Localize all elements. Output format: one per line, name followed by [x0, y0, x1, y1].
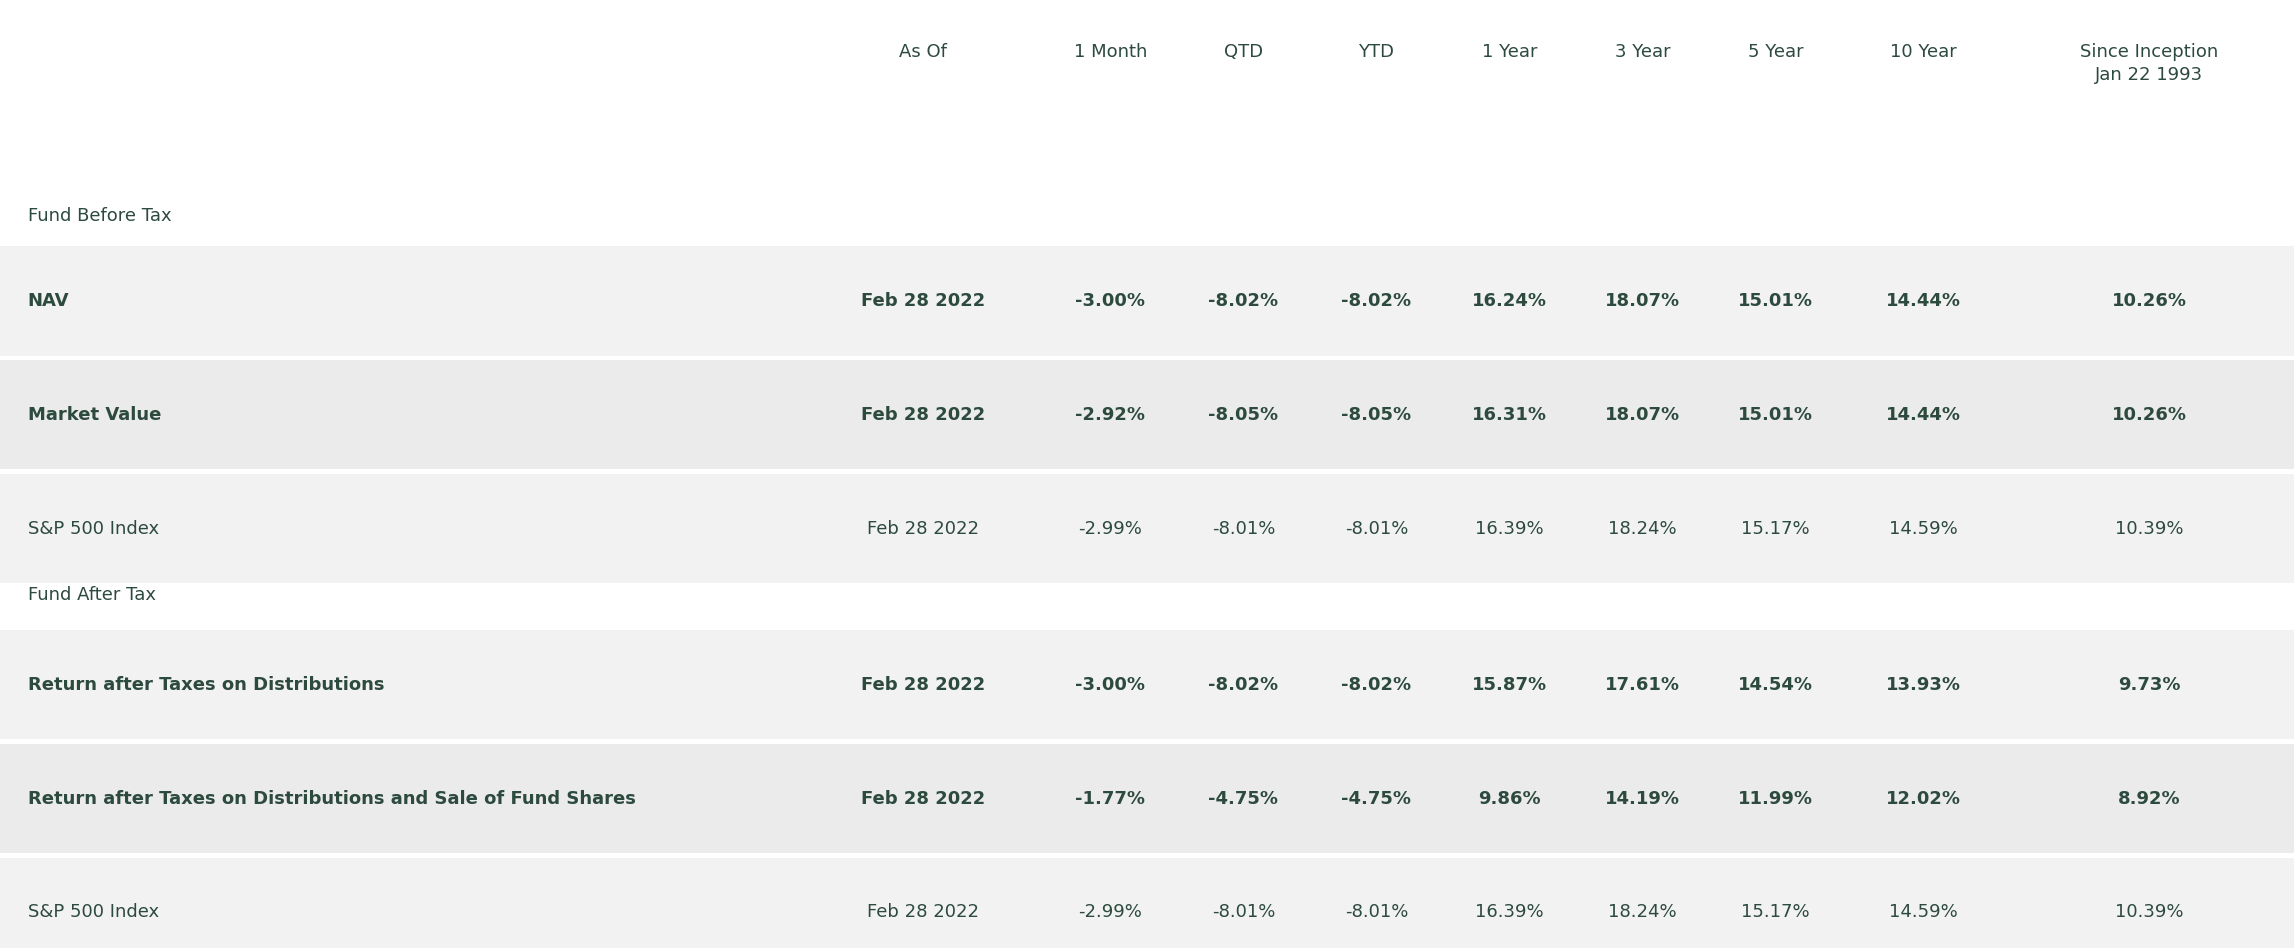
- Text: 15.01%: 15.01%: [1739, 292, 1812, 310]
- Text: 5 Year: 5 Year: [1748, 43, 1803, 61]
- Text: 10.39%: 10.39%: [2115, 903, 2184, 921]
- Text: Feb 28 2022: Feb 28 2022: [860, 292, 986, 310]
- Text: 13.93%: 13.93%: [1886, 676, 1961, 694]
- Text: Fund After Tax: Fund After Tax: [28, 586, 156, 604]
- Text: 15.87%: 15.87%: [1473, 676, 1546, 694]
- Bar: [0, 246, 2294, 356]
- Text: 1 Year: 1 Year: [1482, 43, 1537, 61]
- Bar: [0, 858, 2294, 948]
- Text: 14.59%: 14.59%: [1890, 903, 1957, 921]
- Text: Feb 28 2022: Feb 28 2022: [867, 520, 980, 538]
- Text: -8.01%: -8.01%: [1344, 520, 1409, 538]
- Text: -8.02%: -8.02%: [1209, 676, 1278, 694]
- Text: 15.01%: 15.01%: [1739, 406, 1812, 424]
- Text: -8.05%: -8.05%: [1342, 406, 1411, 424]
- Text: -4.75%: -4.75%: [1209, 790, 1278, 808]
- Bar: [0, 630, 2294, 739]
- Text: Market Value: Market Value: [28, 406, 161, 424]
- Text: 14.59%: 14.59%: [1890, 520, 1957, 538]
- Text: -2.99%: -2.99%: [1078, 903, 1142, 921]
- Text: 10 Year: 10 Year: [1890, 43, 1957, 61]
- Text: -8.01%: -8.01%: [1344, 903, 1409, 921]
- Text: -8.02%: -8.02%: [1342, 676, 1411, 694]
- Text: 3 Year: 3 Year: [1615, 43, 1670, 61]
- Text: -1.77%: -1.77%: [1076, 790, 1145, 808]
- Text: 14.44%: 14.44%: [1886, 406, 1961, 424]
- Text: 17.61%: 17.61%: [1606, 676, 1679, 694]
- Text: -4.75%: -4.75%: [1342, 790, 1411, 808]
- Text: 18.07%: 18.07%: [1606, 292, 1679, 310]
- Text: Since Inception
Jan 22 1993: Since Inception Jan 22 1993: [2081, 43, 2218, 84]
- Text: QTD: QTD: [1223, 43, 1264, 61]
- Text: 18.24%: 18.24%: [1608, 520, 1677, 538]
- Text: -8.02%: -8.02%: [1342, 292, 1411, 310]
- Text: Return after Taxes on Distributions: Return after Taxes on Distributions: [28, 676, 383, 694]
- Text: YTD: YTD: [1358, 43, 1395, 61]
- Text: 10.26%: 10.26%: [2113, 406, 2186, 424]
- Bar: [0, 360, 2294, 469]
- Text: Return after Taxes on Distributions and Sale of Fund Shares: Return after Taxes on Distributions and …: [28, 790, 635, 808]
- Text: -3.00%: -3.00%: [1076, 676, 1145, 694]
- Text: -8.05%: -8.05%: [1209, 406, 1278, 424]
- Text: 14.19%: 14.19%: [1606, 790, 1679, 808]
- Text: 8.92%: 8.92%: [2117, 790, 2182, 808]
- Text: Feb 28 2022: Feb 28 2022: [867, 903, 980, 921]
- Text: 15.17%: 15.17%: [1741, 520, 1810, 538]
- Text: Feb 28 2022: Feb 28 2022: [860, 406, 986, 424]
- Text: -8.01%: -8.01%: [1211, 520, 1275, 538]
- Text: 16.39%: 16.39%: [1475, 903, 1544, 921]
- Text: As Of: As Of: [899, 43, 947, 61]
- Text: S&P 500 Index: S&P 500 Index: [28, 520, 158, 538]
- Text: -8.02%: -8.02%: [1209, 292, 1278, 310]
- Text: 10.26%: 10.26%: [2113, 292, 2186, 310]
- Bar: [0, 744, 2294, 853]
- Text: 10.39%: 10.39%: [2115, 520, 2184, 538]
- Text: NAV: NAV: [28, 292, 69, 310]
- Text: S&P 500 Index: S&P 500 Index: [28, 903, 158, 921]
- Bar: [0, 474, 2294, 583]
- Text: 9.73%: 9.73%: [2117, 676, 2182, 694]
- Text: -2.99%: -2.99%: [1078, 520, 1142, 538]
- Text: 16.24%: 16.24%: [1473, 292, 1546, 310]
- Text: 16.39%: 16.39%: [1475, 520, 1544, 538]
- Text: Feb 28 2022: Feb 28 2022: [860, 790, 986, 808]
- Text: Feb 28 2022: Feb 28 2022: [860, 676, 986, 694]
- Text: 1 Month: 1 Month: [1074, 43, 1147, 61]
- Text: -8.01%: -8.01%: [1211, 903, 1275, 921]
- Text: 9.86%: 9.86%: [1477, 790, 1542, 808]
- Text: 14.44%: 14.44%: [1886, 292, 1961, 310]
- Text: 16.31%: 16.31%: [1473, 406, 1546, 424]
- Text: Fund Before Tax: Fund Before Tax: [28, 207, 172, 225]
- Text: 18.24%: 18.24%: [1608, 903, 1677, 921]
- Text: -3.00%: -3.00%: [1076, 292, 1145, 310]
- Text: 14.54%: 14.54%: [1739, 676, 1812, 694]
- Text: 12.02%: 12.02%: [1886, 790, 1961, 808]
- Text: 15.17%: 15.17%: [1741, 903, 1810, 921]
- Text: 18.07%: 18.07%: [1606, 406, 1679, 424]
- Text: -2.92%: -2.92%: [1076, 406, 1145, 424]
- Text: 11.99%: 11.99%: [1739, 790, 1812, 808]
